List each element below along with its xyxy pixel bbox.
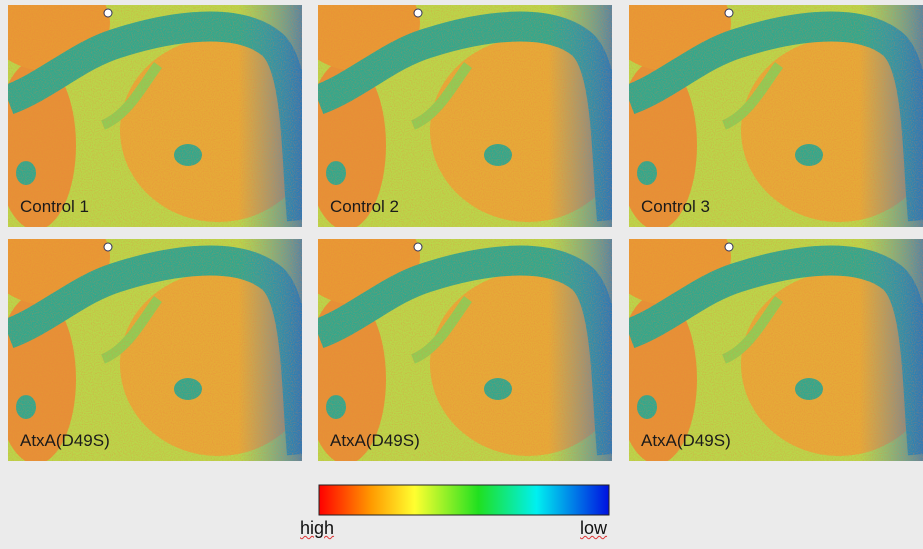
panel: AtxA(D49S) bbox=[8, 239, 302, 461]
panel: AtxA(D49S) bbox=[318, 239, 612, 461]
panel-label: Control 3 bbox=[641, 197, 710, 216]
panel: Control 3 bbox=[629, 5, 923, 227]
heatmap bbox=[629, 5, 923, 227]
heatmap bbox=[318, 5, 612, 227]
panel-label: AtxA(D49S) bbox=[641, 431, 731, 450]
heatmap bbox=[629, 239, 923, 461]
panel: AtxA(D49S) bbox=[629, 239, 923, 461]
colorbar bbox=[318, 484, 610, 516]
panel-label: Control 1 bbox=[20, 197, 89, 216]
heatmap bbox=[8, 239, 302, 461]
panel-label: Control 2 bbox=[330, 197, 399, 216]
heatmap bbox=[8, 5, 302, 227]
panel-label: AtxA(D49S) bbox=[20, 431, 110, 450]
heatmap bbox=[318, 239, 612, 461]
colorbar-gradient bbox=[318, 484, 610, 516]
colorbar-high-label: high bbox=[300, 518, 335, 538]
panel-label: AtxA(D49S) bbox=[330, 431, 420, 450]
panel: Control 1 bbox=[8, 5, 302, 227]
panel: Control 2 bbox=[318, 5, 612, 227]
colorbar-low-label: low bbox=[580, 518, 608, 538]
